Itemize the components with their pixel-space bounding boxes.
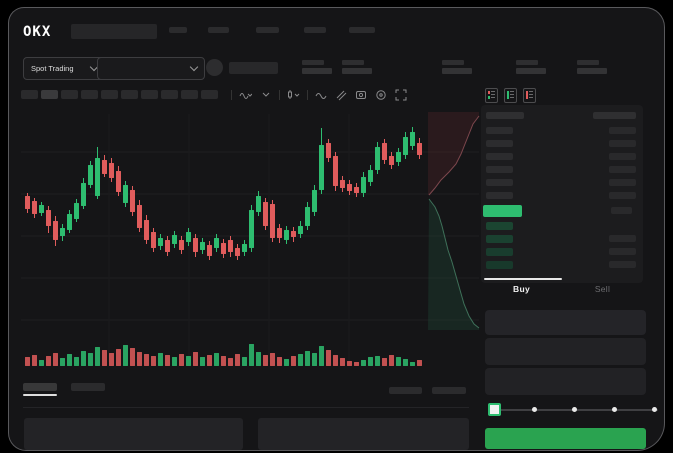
interval-button-skeleton[interactable] bbox=[181, 90, 198, 99]
interval-button-skeleton[interactable] bbox=[141, 90, 158, 99]
book-both-icon[interactable] bbox=[485, 88, 498, 103]
interval-button-skeleton[interactable] bbox=[121, 90, 138, 99]
pair-coin-avatar[interactable] bbox=[206, 59, 223, 76]
bid-row-price[interactable] bbox=[486, 248, 513, 256]
orders-panel-skeleton bbox=[24, 418, 243, 450]
interval-buttons bbox=[21, 90, 218, 99]
nav-primary-skeleton[interactable] bbox=[71, 24, 157, 39]
stat-24h-high bbox=[442, 60, 472, 74]
nav-item-skeleton[interactable] bbox=[208, 27, 229, 33]
okx-logo[interactable]: OKX bbox=[23, 23, 51, 41]
interval-button-skeleton[interactable] bbox=[161, 90, 178, 99]
nav-item-skeleton[interactable] bbox=[256, 27, 279, 33]
nav-item-skeleton[interactable] bbox=[304, 27, 326, 33]
tab-buy[interactable]: Buy bbox=[513, 284, 530, 294]
ask-row-price[interactable] bbox=[486, 140, 513, 147]
ask-row-amount bbox=[609, 179, 636, 186]
nav-item-skeleton[interactable] bbox=[349, 27, 375, 33]
stat-last-price bbox=[302, 60, 332, 74]
ask-row-amount bbox=[609, 127, 636, 134]
chevron-down-icon bbox=[189, 62, 199, 72]
book-asks-only-icon[interactable] bbox=[523, 88, 536, 103]
toolbar-divider bbox=[231, 90, 232, 100]
okx-logo-text: OKX bbox=[23, 24, 52, 40]
buy-submit-button[interactable] bbox=[485, 428, 646, 449]
orderbook-col-header-price bbox=[486, 112, 524, 119]
amount-slider[interactable] bbox=[488, 403, 658, 416]
fullscreen-icon[interactable] bbox=[395, 89, 408, 101]
orderbook-display-toggles bbox=[485, 88, 536, 103]
mid-price-highlight[interactable] bbox=[483, 205, 522, 217]
slider-stop-dot[interactable] bbox=[572, 407, 577, 412]
target-icon[interactable] bbox=[375, 89, 388, 101]
bid-row-price[interactable] bbox=[486, 235, 513, 243]
ask-row-amount bbox=[609, 153, 636, 160]
slider-stop-dot[interactable] bbox=[652, 407, 657, 412]
line-tool-icon[interactable] bbox=[315, 89, 328, 101]
orders-tab-active[interactable] bbox=[23, 383, 57, 391]
toolbar-divider bbox=[279, 90, 280, 100]
interval-button-skeleton[interactable] bbox=[41, 90, 58, 99]
ask-row-price[interactable] bbox=[486, 166, 513, 173]
buy-tab-indicator bbox=[484, 278, 562, 280]
interval-button-skeleton[interactable] bbox=[61, 90, 78, 99]
stat-24h-change bbox=[342, 60, 372, 74]
ask-row-amount bbox=[609, 192, 636, 199]
slider-stop-dot[interactable] bbox=[532, 407, 537, 412]
line-style-icon[interactable] bbox=[239, 89, 252, 101]
camera-icon[interactable] bbox=[355, 89, 368, 101]
orderbook[interactable] bbox=[481, 105, 643, 283]
market-type-label: Spot Trading bbox=[31, 64, 74, 73]
mid-row-amount bbox=[611, 207, 632, 214]
market-type-selector[interactable]: Spot Trading bbox=[23, 57, 105, 80]
ask-row-price[interactable] bbox=[486, 179, 513, 186]
buy-submit-label: Buy bbox=[9, 8, 10, 9]
pair-dropdown[interactable] bbox=[97, 57, 205, 80]
book-bids-only-icon[interactable] bbox=[504, 88, 517, 103]
orders-filter-skeleton[interactable] bbox=[432, 387, 466, 394]
chart-toolbar-icons bbox=[231, 89, 408, 101]
slider-handle[interactable] bbox=[488, 403, 501, 416]
ask-row-amount bbox=[609, 166, 636, 173]
nav-item-skeleton[interactable] bbox=[169, 27, 187, 33]
bid-row-amount bbox=[609, 235, 636, 242]
stat-24h-volume bbox=[577, 60, 607, 74]
tab-sell[interactable]: Sell bbox=[594, 284, 611, 294]
bid-row-amount bbox=[609, 248, 636, 255]
orders-tab-indicator bbox=[23, 394, 57, 396]
interval-button-skeleton[interactable] bbox=[201, 90, 218, 99]
toolbar-divider bbox=[307, 90, 308, 100]
app-window: OKX Spot Trading Buy Sell bbox=[8, 7, 665, 451]
side-tabs: Buy Sell bbox=[481, 284, 643, 306]
candlestick-chart[interactable] bbox=[16, 112, 481, 370]
orders-panel-skeleton bbox=[258, 418, 469, 450]
amount-input[interactable] bbox=[485, 338, 646, 365]
timeframe-dropdown-icon[interactable] bbox=[259, 89, 272, 101]
bid-row-price[interactable] bbox=[486, 261, 513, 269]
orders-tab[interactable] bbox=[71, 383, 105, 391]
price-input[interactable] bbox=[485, 310, 646, 335]
interval-button-skeleton[interactable] bbox=[21, 90, 38, 99]
ask-row-price[interactable] bbox=[486, 153, 513, 160]
ask-row-amount bbox=[609, 140, 636, 147]
orders-divider bbox=[23, 407, 469, 408]
orders-filter-skeleton[interactable] bbox=[389, 387, 422, 394]
ask-row-price[interactable] bbox=[486, 127, 513, 134]
slider-stop-dot[interactable] bbox=[612, 407, 617, 412]
interval-button-skeleton[interactable] bbox=[81, 90, 98, 99]
pair-name-skeleton bbox=[229, 62, 278, 74]
bid-row-price[interactable] bbox=[486, 222, 513, 230]
stat-24h-low bbox=[516, 60, 546, 74]
interval-button-skeleton[interactable] bbox=[101, 90, 118, 99]
draw-tool-icon[interactable] bbox=[335, 89, 348, 101]
ask-row-price[interactable] bbox=[486, 192, 513, 199]
bid-row-amount bbox=[609, 261, 636, 268]
total-input[interactable] bbox=[485, 368, 646, 395]
candle-type-icon[interactable] bbox=[287, 89, 300, 101]
orderbook-col-header-amount bbox=[593, 112, 636, 119]
